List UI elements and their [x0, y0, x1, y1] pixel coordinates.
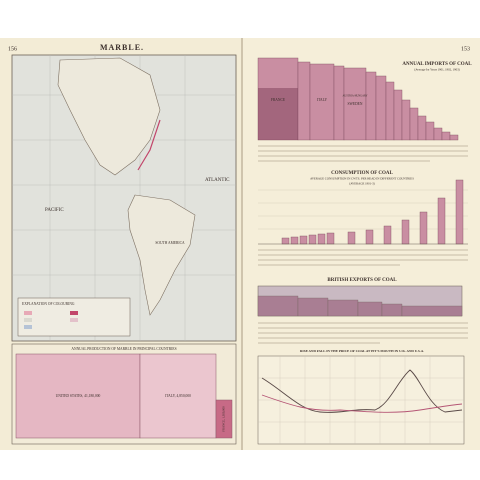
- consumption-subtitle: AVERAGE CONSUMPTION IN CWTS. PER HEAD IN…: [310, 177, 414, 181]
- consumption-note: (AVERAGE 1901-3): [349, 182, 374, 186]
- marble-label: UNITED STATES, 41,180,000: [56, 394, 101, 399]
- price-line: [261, 369, 463, 413]
- exports-blocks: [257, 295, 463, 317]
- consumption-grid: [258, 189, 468, 230]
- legend-swatches: [24, 311, 78, 329]
- marble-label: ITALY, 4,850,000: [165, 394, 191, 399]
- marble-block: [139, 353, 217, 439]
- legend-box: [17, 297, 131, 337]
- marble-block: [215, 399, 233, 439]
- body-text: [258, 145, 468, 162]
- north-america: [57, 57, 161, 176]
- imports-label: ITALY: [317, 98, 328, 102]
- imports-label: FRANCE: [271, 98, 286, 102]
- imports-band: [258, 88, 298, 140]
- marble-block: [15, 353, 141, 439]
- body-text: [258, 249, 468, 266]
- imports-label: AUSTRIA-HUNGARY: [343, 95, 368, 98]
- page-number: 156: [8, 46, 17, 52]
- body-text: [258, 322, 468, 344]
- consumption-title: CONSUMPTION OF COAL: [331, 171, 393, 176]
- page-number: 153: [461, 46, 470, 52]
- imports-title: ANNUAL IMPORTS OF COAL: [402, 62, 472, 67]
- marble-region: [137, 119, 161, 171]
- price-title: RISE AND FALL IN THE PRICE OF COAL AT PI…: [300, 349, 424, 353]
- price-grid: [258, 356, 464, 444]
- page-title: MARBLE.: [100, 43, 144, 52]
- legend-title: EXPLANATION OF COLOURING: [22, 302, 75, 306]
- imports-subtitle: (Average for Years 1901, 1902, 1903): [414, 68, 459, 73]
- exports-title: BRITISH EXPORTS OF COAL: [327, 278, 397, 283]
- south-america: [127, 194, 196, 316]
- price-line: [261, 394, 463, 413]
- marble-label: FRANCE, 1,050,000: [222, 406, 227, 432]
- imports-label: SWEDEN: [348, 102, 363, 106]
- map-label: ATLANTIC: [205, 178, 230, 183]
- marble-chart-title: ANNUAL PRODUCTION OF MARBLE IN PRINCIPAL…: [71, 347, 176, 351]
- map-label: PACIFIC: [45, 208, 64, 213]
- map-label: SOUTH AMERICA: [155, 241, 185, 245]
